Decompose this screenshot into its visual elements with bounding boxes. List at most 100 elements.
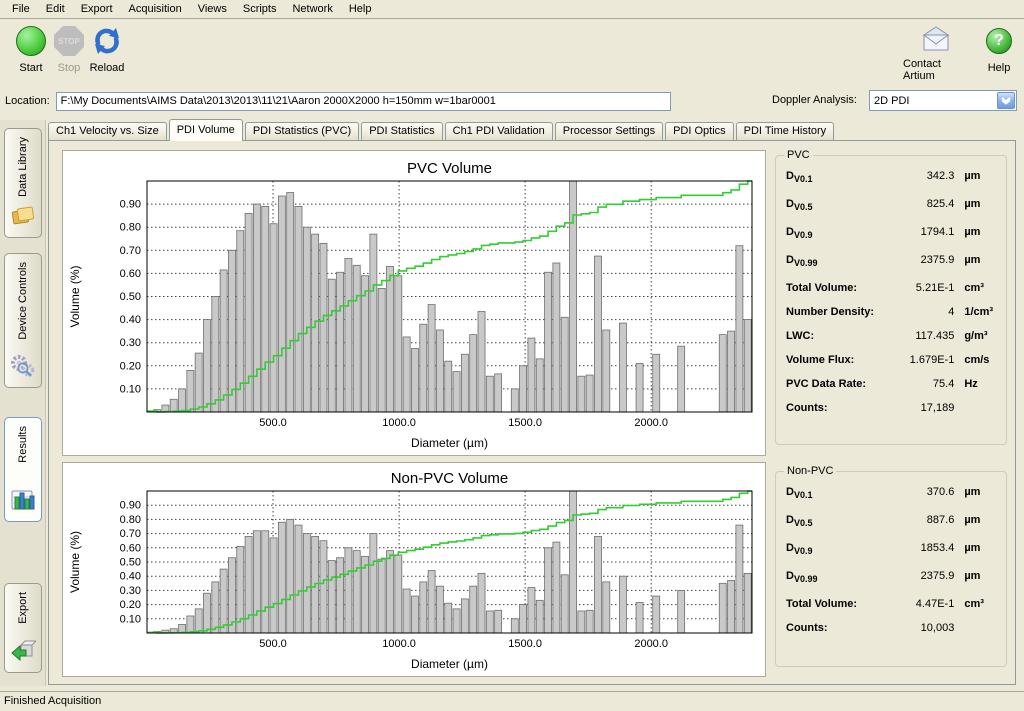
stat-value: 1794.1 — [893, 226, 954, 238]
contact-artium-button[interactable]: Contact Artium — [903, 24, 969, 82]
svg-text:2000.0: 2000.0 — [634, 417, 668, 429]
tab-ch1-velocity-vs-size[interactable]: Ch1 Velocity vs. Size — [48, 122, 167, 141]
tab-pdi-optics[interactable]: PDI Optics — [665, 122, 734, 141]
barchart-icon — [10, 488, 36, 515]
svg-text:0.50: 0.50 — [120, 557, 141, 569]
sidebar-item-label: Data Library — [17, 137, 29, 197]
bar — [736, 525, 743, 633]
bar — [179, 389, 186, 412]
location-field[interactable]: F:\My Documents\AIMS Data\2013\2013\11\2… — [56, 92, 671, 111]
stat-row-dv0-99: DV0.992375.9µm — [786, 570, 996, 598]
svg-text:0.30: 0.30 — [120, 585, 141, 597]
tab-ch1-pdi-validation[interactable]: Ch1 PDI Validation — [445, 122, 553, 141]
doppler-analysis-select[interactable]: 2D PDI — [869, 90, 1017, 111]
bar — [553, 542, 560, 633]
stat-value: 75.4 — [893, 378, 954, 390]
stat-value: 1.679E-1 — [893, 354, 954, 366]
bar — [353, 265, 360, 412]
bar — [170, 399, 177, 412]
stat-label: PVC Data Rate: — [786, 378, 893, 390]
bar — [744, 573, 751, 633]
bar — [253, 531, 260, 633]
pvc-volume-plot: PVC Volume0.100.200.300.400.500.600.700.… — [63, 151, 765, 455]
help-button[interactable]: ? Help — [972, 24, 1024, 82]
help-button-label: Help — [988, 62, 1011, 74]
bar — [353, 551, 360, 633]
bar — [212, 582, 219, 633]
bar — [420, 324, 427, 412]
stat-label: Total Volume: — [786, 598, 893, 610]
tab-pdi-volume[interactable]: PDI Volume — [169, 119, 243, 141]
stat-row-counts: Counts:17,189 — [786, 402, 996, 426]
bar — [520, 605, 527, 633]
bar — [570, 491, 577, 633]
bar — [453, 372, 460, 412]
stat-label: DV0.99 — [786, 570, 893, 584]
bar — [478, 312, 485, 412]
bar — [445, 361, 452, 412]
bar — [536, 600, 543, 633]
stat-value: 2375.9 — [893, 570, 954, 582]
menu-item-network[interactable]: Network — [284, 1, 340, 17]
stat-label: Volume Flux: — [786, 354, 893, 366]
menu-item-file[interactable]: File — [4, 1, 38, 17]
svg-text:0.10: 0.10 — [120, 613, 141, 625]
bar — [278, 522, 285, 633]
bar — [320, 541, 327, 633]
chevron-down-icon[interactable] — [997, 92, 1015, 109]
bar — [428, 571, 435, 633]
bar — [395, 555, 402, 633]
tab-processor-settings[interactable]: Processor Settings — [555, 122, 663, 141]
bar — [253, 204, 260, 412]
bar — [395, 276, 402, 412]
stat-unit: µm — [954, 570, 996, 582]
sidebar-item-results[interactable]: Results — [4, 417, 42, 522]
reload-button-label: Reload — [90, 62, 125, 74]
bar — [719, 583, 726, 633]
bar — [545, 548, 552, 633]
menu-item-acquisition[interactable]: Acquisition — [121, 1, 190, 17]
bar — [345, 258, 352, 412]
help-icon: ? — [986, 28, 1012, 54]
export-icon — [10, 639, 36, 666]
bar — [461, 354, 468, 412]
stat-label: DV0.5 — [786, 514, 893, 528]
stat-value: 17,189 — [893, 402, 954, 414]
stat-row-total-volume: Total Volume:5.21E-1cm³ — [786, 282, 996, 306]
svg-text:1000.0: 1000.0 — [382, 638, 416, 650]
bar — [203, 593, 210, 633]
menu-item-scripts[interactable]: Scripts — [235, 1, 285, 17]
pdi-volume-tab-page: PVC Volume0.100.200.300.400.500.600.700.… — [48, 140, 1016, 685]
svg-text:0.80: 0.80 — [120, 222, 141, 234]
menu-item-help[interactable]: Help — [341, 1, 380, 17]
bar — [287, 193, 294, 412]
tab-pdi-time-history[interactable]: PDI Time History — [736, 122, 835, 141]
bar — [478, 573, 485, 633]
bar — [262, 531, 269, 633]
stat-value: 825.4 — [893, 198, 954, 210]
bar — [594, 256, 601, 412]
stat-label: Counts: — [786, 622, 893, 634]
sidebar-item-device-controls[interactable]: Device Controls — [4, 253, 42, 388]
bar — [378, 559, 385, 633]
bar — [678, 590, 685, 633]
bar — [653, 596, 660, 633]
tab-pdi-statistics-pvc[interactable]: PDI Statistics (PVC) — [245, 122, 359, 141]
menu-item-edit[interactable]: Edit — [38, 1, 73, 17]
menu-item-export[interactable]: Export — [73, 1, 121, 17]
bar — [195, 609, 202, 633]
bar — [445, 603, 452, 633]
sidebar-item-export[interactable]: Export — [4, 583, 42, 673]
bar — [187, 370, 194, 412]
bar — [594, 536, 601, 633]
stat-unit: µm — [954, 514, 996, 526]
bar — [303, 534, 310, 633]
reload-button[interactable]: Reload — [80, 24, 134, 82]
bar — [287, 519, 294, 633]
menu-item-views[interactable]: Views — [190, 1, 235, 17]
bar — [653, 354, 660, 412]
bar — [586, 375, 593, 412]
bar — [511, 619, 518, 633]
sidebar-item-data-library[interactable]: Data Library — [4, 128, 42, 238]
tab-pdi-statistics[interactable]: PDI Statistics — [361, 122, 442, 141]
